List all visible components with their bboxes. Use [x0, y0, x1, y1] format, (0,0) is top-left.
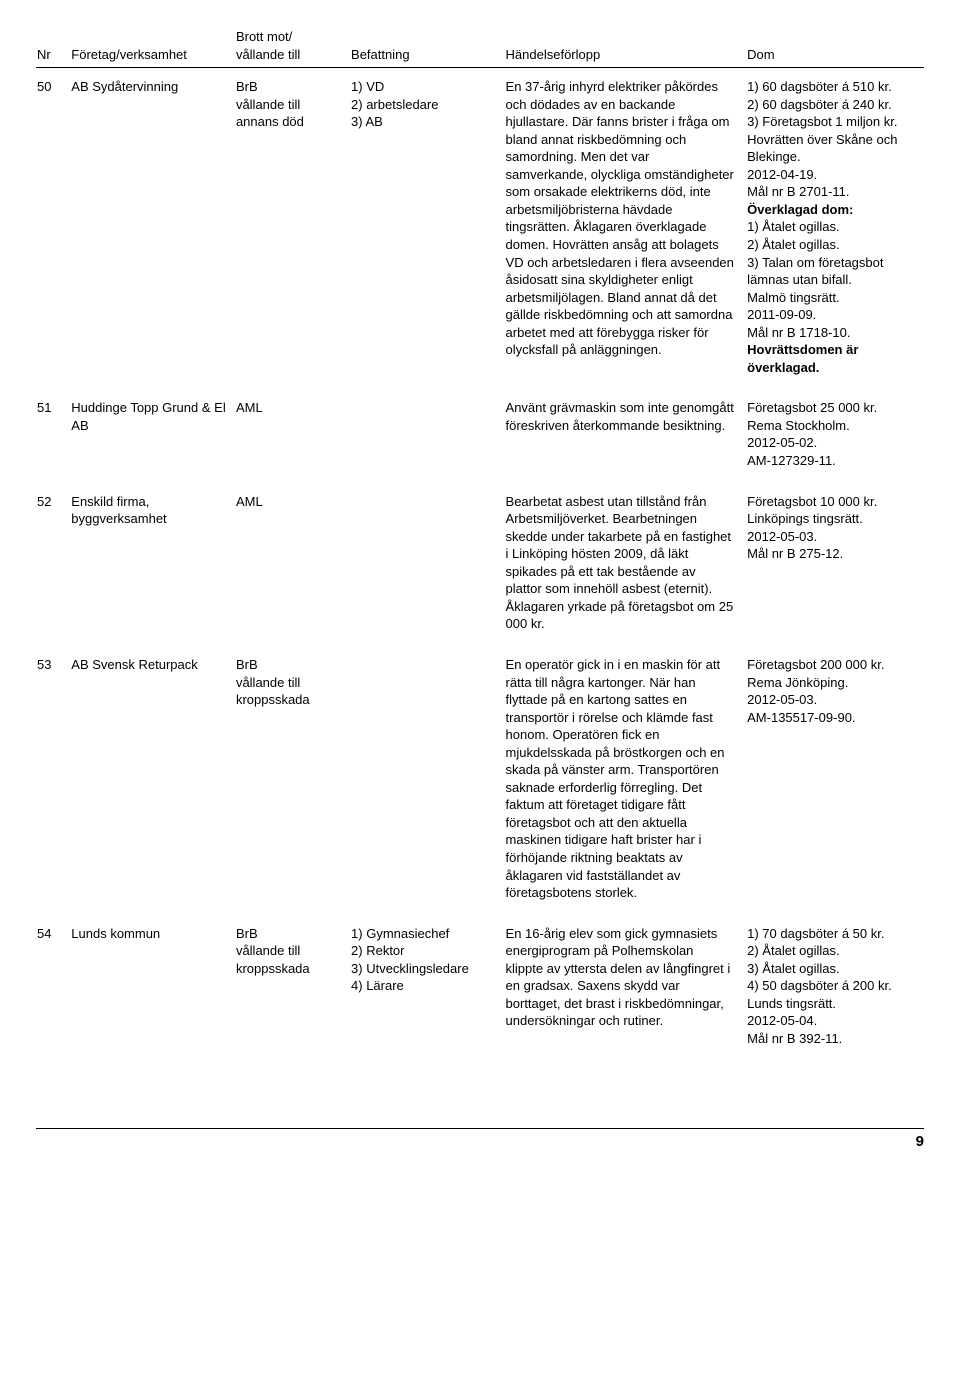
cell-dom: Företagsbot 200 000 kr.Rema Jönköping.20…	[746, 634, 924, 903]
cell-dom: Företagsbot 10 000 kr.Linköpings tingsrä…	[746, 471, 924, 634]
cell-befattning	[350, 377, 505, 470]
dom-line: Rema Stockholm.	[747, 417, 918, 435]
cell-befattning	[350, 471, 505, 634]
table-row: 53AB Svensk ReturpackBrB vållande till k…	[36, 634, 924, 903]
header-befattning: Befattning	[350, 28, 505, 68]
table-row: 51Huddinge Topp Grund & El ABAML Använt g…	[36, 377, 924, 470]
dom-line: Mål nr B 392-11.	[747, 1030, 918, 1048]
dom-line: Mål nr B 2701-11.	[747, 183, 918, 201]
dom-line: AM-135517-09-90.	[747, 709, 918, 727]
dom-line: AM-127329-11.	[747, 452, 918, 470]
dom-line: 2) Åtalet ogillas.	[747, 942, 918, 960]
dom-line: 3) Åtalet ogillas.	[747, 960, 918, 978]
dom-line: 3) Företagsbot 1 miljon kr.	[747, 113, 918, 131]
table-row: 50AB SydåtervinningBrB vållande till ann…	[36, 68, 924, 378]
cell-befattning: 1) Gymnasiechef 2) Rektor 3) Utvecklings…	[350, 903, 505, 1049]
dom-line: 2) 60 dagsböter á 240 kr.	[747, 96, 918, 114]
dom-line: Hovrättsdomen är överklagad.	[747, 341, 918, 376]
dom-line: Företagsbot 200 000 kr.	[747, 656, 918, 674]
dom-line: 1) Åtalet ogillas.	[747, 218, 918, 236]
dom-line: Rema Jönköping.	[747, 674, 918, 692]
dom-line: 4) 50 dagsböter á 200 kr.	[747, 977, 918, 995]
dom-line: Lunds tingsrätt.	[747, 995, 918, 1013]
cell-dom: 1) 60 dagsböter á 510 kr.2) 60 dagsböter…	[746, 68, 924, 378]
header-nr: Nr	[36, 28, 70, 68]
dom-line: 2) Åtalet ogillas.	[747, 236, 918, 254]
cell-handelse: Bearbetat asbest utan tillstånd från Arb…	[505, 471, 747, 634]
cell-nr: 51	[36, 377, 70, 470]
cell-handelse: En operatör gick in i en maskin för att …	[505, 634, 747, 903]
page-number: 9	[916, 1133, 924, 1150]
dom-line: 2012-05-03.	[747, 528, 918, 546]
table-row: 54Lunds kommunBrB vållande till kroppssk…	[36, 903, 924, 1049]
cell-foretag: AB Svensk Returpack	[70, 634, 235, 903]
table-row: 52Enskild firma, byggverksamhetAML Bearbe…	[36, 471, 924, 634]
cell-nr: 53	[36, 634, 70, 903]
cell-foretag: AB Sydåtervinning	[70, 68, 235, 378]
cell-handelse: En 16-årig elev som gick gymnasiets ener…	[505, 903, 747, 1049]
cell-brott: AML	[235, 471, 350, 634]
dom-line: 1) 70 dagsböter á 50 kr.	[747, 925, 918, 943]
header-handelse: Händelseförlopp	[505, 28, 747, 68]
header-dom: Dom	[746, 28, 924, 68]
cell-nr: 50	[36, 68, 70, 378]
cell-brott: BrB vållande till annans död	[235, 68, 350, 378]
cell-handelse: En 37-årig inhyrd elektriker påkördes oc…	[505, 68, 747, 378]
dom-line: 3) Talan om företagsbot lämnas utan bifa…	[747, 254, 918, 289]
header-brott: Brott mot/ vållande till	[235, 28, 350, 68]
cell-befattning: 1) VD 2) arbetsledare 3) AB	[350, 68, 505, 378]
dom-line: Överklagad dom:	[747, 201, 918, 219]
dom-line: 2011-09-09.	[747, 306, 918, 324]
dom-line: Mål nr B 275-12.	[747, 545, 918, 563]
cell-brott: BrB vållande till kroppsskada	[235, 634, 350, 903]
header-foretag: Företag/verksamhet	[70, 28, 235, 68]
cell-brott: AML	[235, 377, 350, 470]
dom-line: Mål nr B 1718-10.	[747, 324, 918, 342]
dom-line: 1) 60 dagsböter á 510 kr.	[747, 78, 918, 96]
cell-foretag: Lunds kommun	[70, 903, 235, 1049]
dom-line: Hovrätten över Skåne och Blekinge.	[747, 131, 918, 166]
cell-befattning	[350, 634, 505, 903]
page-footer: 9	[36, 1128, 924, 1150]
dom-line: Malmö tingsrätt.	[747, 289, 918, 307]
cell-dom: 1) 70 dagsböter á 50 kr.2) Åtalet ogilla…	[746, 903, 924, 1049]
cell-nr: 54	[36, 903, 70, 1049]
dom-line: Linköpings tingsrätt.	[747, 510, 918, 528]
legal-cases-table: Nr Företag/verksamhet Brott mot/ vålland…	[36, 28, 924, 1048]
dom-line: 2012-05-04.	[747, 1012, 918, 1030]
cell-handelse: Använt grävmaskin som inte genomgått för…	[505, 377, 747, 470]
dom-line: Företagsbot 10 000 kr.	[747, 493, 918, 511]
dom-line: 2012-04-19.	[747, 166, 918, 184]
cell-foretag: Huddinge Topp Grund & El AB	[70, 377, 235, 470]
cell-nr: 52	[36, 471, 70, 634]
cell-brott: BrB vållande till kroppsskada	[235, 903, 350, 1049]
dom-line: Företagsbot 25 000 kr.	[747, 399, 918, 417]
dom-line: 2012-05-02.	[747, 434, 918, 452]
cell-foretag: Enskild firma, byggverksamhet	[70, 471, 235, 634]
cell-dom: Företagsbot 25 000 kr.Rema Stockholm.201…	[746, 377, 924, 470]
dom-line: 2012-05-03.	[747, 691, 918, 709]
table-header-row: Nr Företag/verksamhet Brott mot/ vålland…	[36, 28, 924, 68]
